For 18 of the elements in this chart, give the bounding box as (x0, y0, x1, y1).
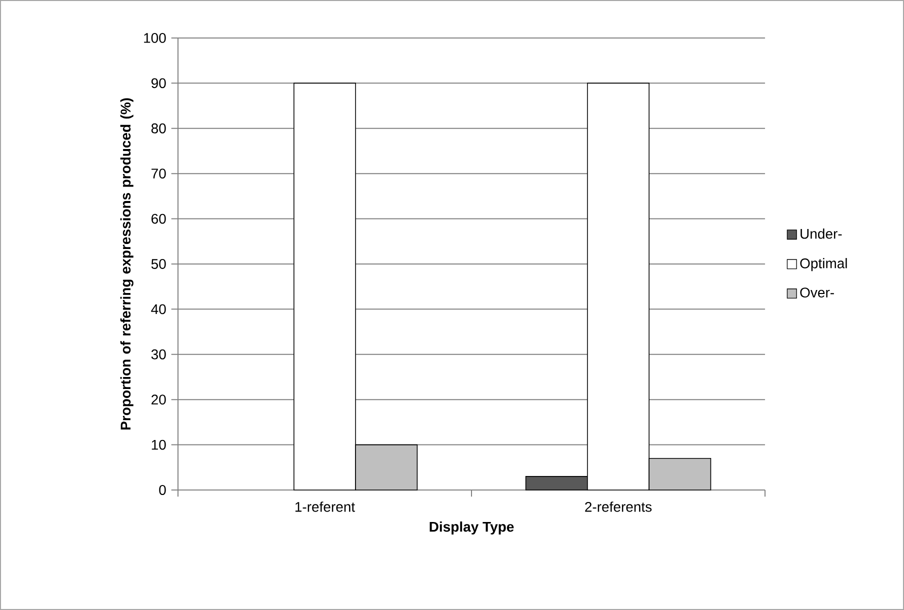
y-tick-label: 20 (152, 394, 166, 405)
y-tick-label: 30 (151, 349, 166, 360)
y-tick-label: 90 (151, 78, 166, 88)
y-tick-label: 50 (151, 259, 166, 269)
x-tick-label: 2-referents (585, 502, 652, 512)
y-tick-label: 0 (159, 485, 166, 495)
legend-label: Optimal (800, 258, 847, 272)
y-tick-label: 100 (144, 33, 166, 43)
y-axis-title: Proportion of referring expressions produced (%) (120, 98, 134, 430)
y-tick-label: 40 (151, 304, 166, 314)
y-tick-label: 70 (152, 168, 166, 179)
x-axis-title: Display Type (430, 521, 514, 535)
x-tick-label: 1-referent (295, 502, 355, 512)
legend-label: Under- (800, 228, 842, 239)
y-tick-label: 80 (151, 123, 166, 134)
legend-label: Over- (800, 288, 834, 298)
y-tick-label: 10 (152, 440, 166, 450)
y-tick-label: 60 (152, 214, 166, 224)
